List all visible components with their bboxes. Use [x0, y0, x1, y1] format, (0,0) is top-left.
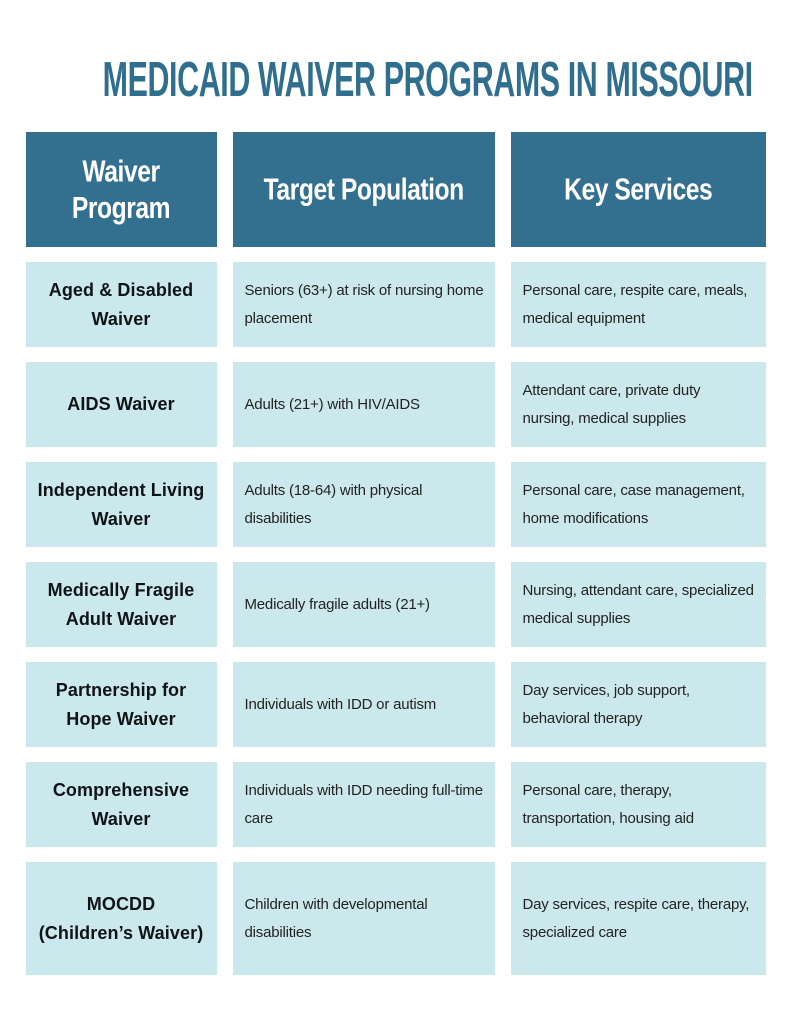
cell-services-medically-fragile: Nursing, attendant care, specialized med…	[510, 562, 766, 647]
cell-program-medically-fragile: Medically Fragile Adult Waiver	[25, 562, 217, 647]
cell-program-comprehensive: Comprehensive Waiver	[25, 762, 217, 847]
column-header-waiver-program: Waiver Program	[25, 132, 217, 247]
cell-population-independent-living: Adults (18-64) with physical disabilitie…	[232, 462, 495, 547]
title-container: MEDICAID WAIVER PROGRAMS IN MISSOURI	[0, 52, 791, 108]
cell-program-partnership-hope: Partnership for Hope Waiver	[25, 662, 217, 747]
column-header-target-population: Target Population	[232, 132, 495, 247]
cell-services-aged-disabled: Personal care, respite care, meals, medi…	[510, 262, 766, 347]
cell-population-comprehensive: Individuals with IDD needing full-time c…	[232, 762, 495, 847]
cell-services-independent-living: Personal care, case management, home mod…	[510, 462, 766, 547]
cell-population-mocdd: Children with developmental disabilities	[232, 862, 495, 975]
page-title: MEDICAID WAIVER PROGRAMS IN MISSOURI	[102, 53, 753, 107]
cell-services-partnership-hope: Day services, job support, behavioral th…	[510, 662, 766, 747]
cell-population-aids: Adults (21+) with HIV/AIDS	[232, 362, 495, 447]
cell-program-independent-living: Independent Living Waiver	[25, 462, 217, 547]
column-header-key-services: Key Services	[510, 132, 766, 247]
waiver-programs-table: Waiver Program Target Population Key Ser…	[25, 132, 766, 975]
cell-population-medically-fragile: Medically fragile adults (21+)	[232, 562, 495, 647]
cell-program-mocdd: MOCDD (Children’s Waiver)	[25, 862, 217, 975]
cell-services-comprehensive: Personal care, therapy, transportation, …	[510, 762, 766, 847]
cell-population-aged-disabled: Seniors (63+) at risk of nursing home pl…	[232, 262, 495, 347]
cell-population-partnership-hope: Individuals with IDD or autism	[232, 662, 495, 747]
cell-services-mocdd: Day services, respite care, therapy, spe…	[510, 862, 766, 975]
column-header-label: Waiver Program	[71, 154, 171, 225]
cell-program-aged-disabled: Aged & Disabled Waiver	[25, 262, 217, 347]
cell-services-aids: Attendant care, private duty nursing, me…	[510, 362, 766, 447]
cell-program-aids: AIDS Waiver	[25, 362, 217, 447]
column-header-label: Key Services	[563, 172, 713, 206]
column-header-label: Target Population	[263, 172, 464, 206]
